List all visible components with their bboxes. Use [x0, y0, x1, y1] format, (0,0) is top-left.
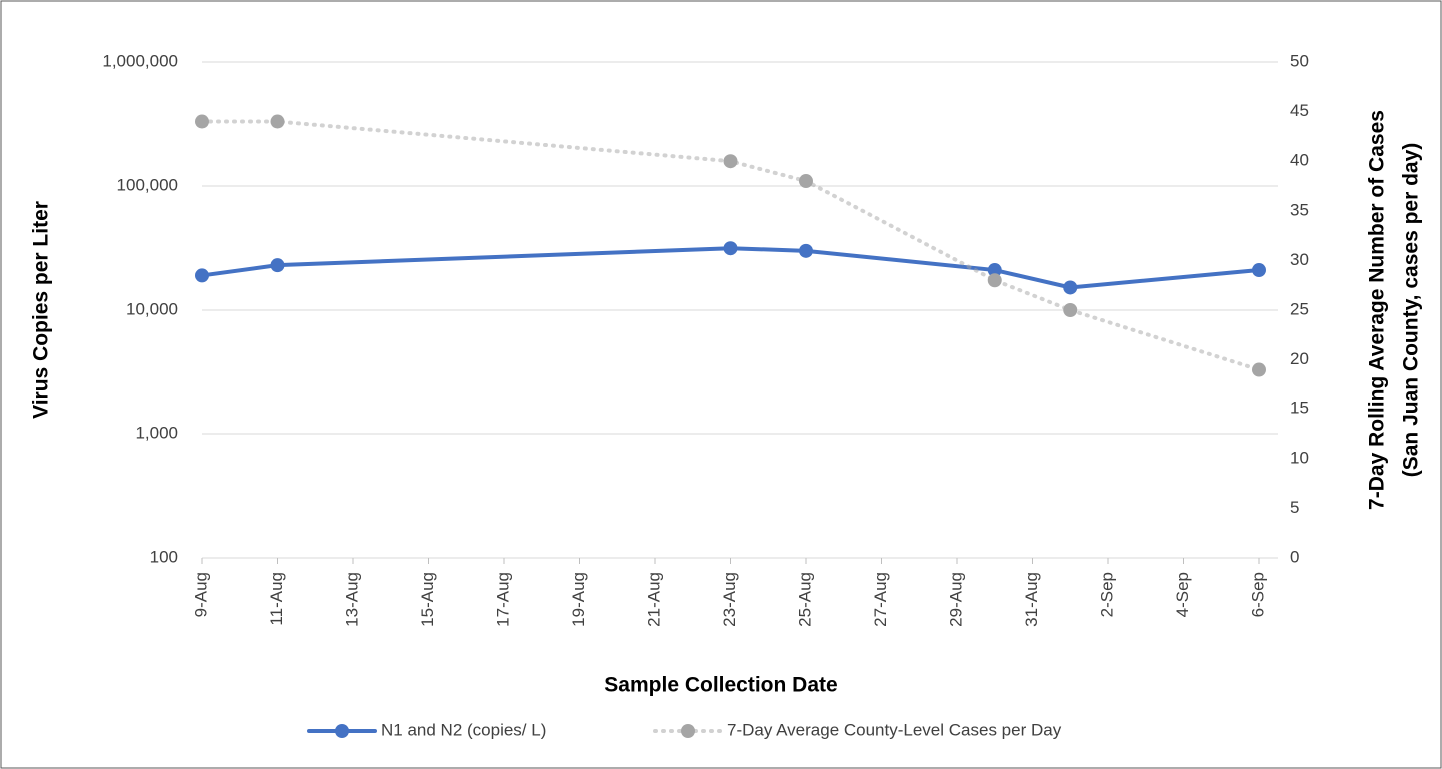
x-tick-label: 4-Sep — [1173, 572, 1192, 617]
data-point — [987, 263, 1002, 278]
x-tick-label: 29-Aug — [946, 572, 965, 627]
y2-tick-label: 0 — [1290, 547, 1299, 566]
legend-marker — [335, 724, 349, 738]
data-point — [195, 114, 209, 129]
data-point — [799, 174, 813, 189]
x-tick-label: 27-Aug — [871, 572, 890, 627]
y-tick-label: 100,000 — [117, 175, 178, 194]
x-tick-label: 2-Sep — [1097, 572, 1116, 617]
y2-axis-title: (San Juan County, cases per day) — [1400, 143, 1423, 478]
x-tick-label: 6-Sep — [1248, 572, 1267, 617]
y2-tick-label: 10 — [1290, 448, 1309, 467]
data-point — [270, 114, 285, 129]
y2-tick-label: 50 — [1290, 51, 1309, 70]
x-tick-label: 9-Aug — [191, 572, 210, 617]
y2-tick-label: 35 — [1290, 200, 1309, 219]
data-point — [723, 154, 738, 169]
data-point — [1252, 263, 1266, 278]
data-point — [799, 243, 813, 258]
data-point — [1063, 303, 1078, 317]
data-point — [723, 241, 738, 256]
x-tick-label: 11-Aug — [267, 572, 286, 626]
y2-axis-title: 7-Day Rolling Average Number of Cases — [1366, 110, 1389, 510]
y-tick-label: 10,000 — [126, 299, 178, 318]
y2-tick-label: 5 — [1290, 498, 1299, 517]
y-tick-label: 1,000,000 — [102, 51, 178, 70]
data-point — [270, 258, 285, 273]
y2-tick-label: 45 — [1290, 101, 1309, 120]
x-tick-label: 19-Aug — [569, 572, 588, 627]
data-point — [1063, 280, 1078, 295]
y-axis-title: Virus Copies per Liter — [30, 201, 53, 419]
legend-marker — [681, 724, 695, 738]
x-tick-label: 25-Aug — [795, 572, 814, 627]
data-point — [1252, 362, 1266, 377]
y2-tick-label: 30 — [1290, 250, 1309, 269]
x-axis-title: Sample Collection Date — [604, 674, 837, 697]
y-tick-label: 1,000 — [135, 423, 178, 442]
legend-label: N1 and N2 (copies/ L) — [381, 720, 546, 739]
x-tick-label: 21-Aug — [644, 572, 663, 627]
legend-label: 7-Day Average County-Level Cases per Day — [727, 720, 1062, 739]
y-tick-label: 100 — [150, 547, 178, 566]
x-tick-label: 17-Aug — [493, 572, 512, 627]
x-tick-label: 23-Aug — [720, 572, 739, 627]
data-point — [195, 268, 209, 283]
x-tick-label: 31-Aug — [1022, 572, 1041, 627]
y2-tick-label: 15 — [1290, 399, 1309, 418]
x-tick-label: 15-Aug — [418, 572, 437, 627]
y2-tick-label: 25 — [1290, 299, 1309, 318]
y2-tick-label: 20 — [1290, 349, 1309, 368]
data-point — [987, 273, 1002, 288]
y2-tick-label: 40 — [1290, 151, 1309, 170]
x-tick-label: 13-Aug — [342, 572, 361, 627]
